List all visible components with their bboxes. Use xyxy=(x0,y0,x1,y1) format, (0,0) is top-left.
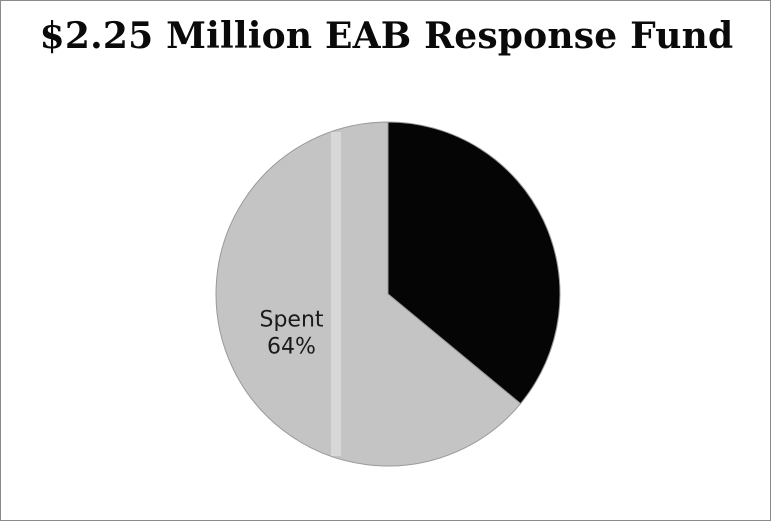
data-label-line: Spent xyxy=(259,307,323,332)
chart-title: $2.25 Million EAB Response Fund xyxy=(39,15,734,57)
data-label-spent: Spent 64% xyxy=(259,307,323,359)
scan-highlight xyxy=(331,132,341,456)
pie-slice-spent xyxy=(215,121,522,467)
pie-group xyxy=(215,121,561,467)
pie-slice-remaining xyxy=(387,121,561,405)
label-group: Spent 64% xyxy=(259,307,323,359)
data-label-line: 64% xyxy=(267,334,316,359)
